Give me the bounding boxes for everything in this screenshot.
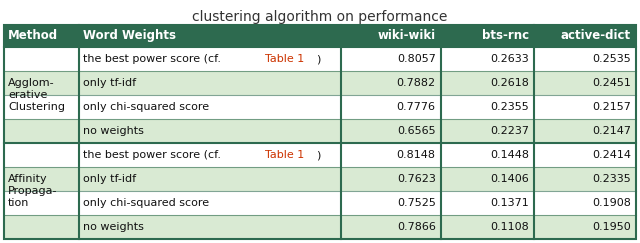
Text: only chi-squared score: only chi-squared score bbox=[83, 198, 209, 208]
Text: only tf-idf: only tf-idf bbox=[83, 174, 136, 184]
Text: no weights: no weights bbox=[83, 222, 143, 232]
Text: 0.2535: 0.2535 bbox=[592, 54, 631, 64]
Text: 0.7882: 0.7882 bbox=[397, 78, 436, 88]
Text: only chi-squared score: only chi-squared score bbox=[83, 102, 209, 112]
Text: 0.2237: 0.2237 bbox=[490, 126, 529, 136]
Text: 0.7866: 0.7866 bbox=[397, 222, 436, 232]
Text: Method: Method bbox=[8, 29, 58, 43]
Text: ): ) bbox=[316, 150, 320, 160]
Text: 0.1950: 0.1950 bbox=[592, 222, 631, 232]
Text: 0.1448: 0.1448 bbox=[490, 150, 529, 160]
Bar bbox=[4, 119, 636, 143]
Bar bbox=[4, 191, 636, 215]
Bar bbox=[4, 25, 636, 47]
Text: wiki-wiki: wiki-wiki bbox=[378, 29, 436, 43]
Text: 0.8148: 0.8148 bbox=[397, 150, 436, 160]
Bar bbox=[4, 143, 636, 167]
Text: 0.7776: 0.7776 bbox=[397, 102, 436, 112]
Bar bbox=[4, 167, 636, 191]
Text: Affinity
Propaga-
tion: Affinity Propaga- tion bbox=[8, 174, 58, 208]
Text: 0.7623: 0.7623 bbox=[397, 174, 436, 184]
Text: Agglom-
erative
Clustering: Agglom- erative Clustering bbox=[8, 78, 65, 112]
Text: no weights: no weights bbox=[83, 126, 143, 136]
Bar bbox=[4, 215, 636, 239]
Text: 0.8057: 0.8057 bbox=[397, 54, 436, 64]
Bar bbox=[4, 25, 636, 239]
Text: 0.6565: 0.6565 bbox=[397, 126, 436, 136]
Text: Word Weights: Word Weights bbox=[83, 29, 175, 43]
Text: only tf-idf: only tf-idf bbox=[83, 78, 136, 88]
Text: 0.2414: 0.2414 bbox=[592, 150, 631, 160]
Text: bts-rnc: bts-rnc bbox=[482, 29, 529, 43]
Text: 0.2147: 0.2147 bbox=[592, 126, 631, 136]
Text: 0.7525: 0.7525 bbox=[397, 198, 436, 208]
Text: 0.2633: 0.2633 bbox=[490, 54, 529, 64]
Text: 0.1108: 0.1108 bbox=[490, 222, 529, 232]
Text: 0.2157: 0.2157 bbox=[592, 102, 631, 112]
Text: 0.2618: 0.2618 bbox=[490, 78, 529, 88]
Bar bbox=[4, 95, 636, 119]
Text: 0.1371: 0.1371 bbox=[490, 198, 529, 208]
Text: 0.2335: 0.2335 bbox=[592, 174, 631, 184]
Text: the best power score (cf.: the best power score (cf. bbox=[83, 150, 224, 160]
Text: Table 1: Table 1 bbox=[265, 54, 305, 64]
Text: active-dict: active-dict bbox=[561, 29, 631, 43]
Text: 0.2451: 0.2451 bbox=[592, 78, 631, 88]
Text: 0.1908: 0.1908 bbox=[592, 198, 631, 208]
Bar bbox=[4, 71, 636, 95]
Text: clustering algorithm on performance: clustering algorithm on performance bbox=[192, 10, 448, 24]
Text: 0.2355: 0.2355 bbox=[490, 102, 529, 112]
Text: Table 1: Table 1 bbox=[265, 150, 305, 160]
Text: 0.1406: 0.1406 bbox=[490, 174, 529, 184]
Bar bbox=[4, 47, 636, 71]
Text: ): ) bbox=[316, 54, 320, 64]
Text: the best power score (cf.: the best power score (cf. bbox=[83, 54, 224, 64]
